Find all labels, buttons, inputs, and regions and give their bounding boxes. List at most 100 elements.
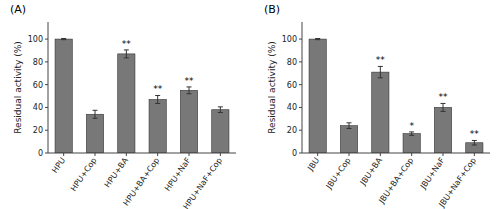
y-tick (299, 107, 302, 108)
y-tick (299, 84, 302, 85)
error-cap (409, 131, 414, 132)
plot-area (55, 39, 229, 153)
bar (372, 72, 389, 153)
x-tick (474, 153, 475, 156)
y-tick-label: 80 (287, 58, 297, 67)
panel-label: (B) (264, 3, 280, 16)
error-bar (93, 110, 98, 118)
error-cap (441, 103, 446, 104)
error-bar (347, 123, 352, 129)
error-cap (218, 106, 223, 107)
significance-label: ** (376, 55, 386, 65)
x-tick-label: JBU+BA+Cop (377, 156, 416, 206)
error-cap (218, 112, 223, 113)
x-tick (95, 153, 96, 156)
error-cap (124, 49, 129, 50)
y-tick (299, 130, 302, 131)
x-tick (189, 153, 190, 156)
bar (434, 107, 451, 153)
x-tick-label: HPU+BA (103, 156, 130, 190)
x-axis-line (48, 153, 236, 154)
error-line (443, 103, 444, 111)
bar (118, 54, 135, 153)
x-tick (349, 153, 350, 156)
bar (149, 99, 166, 153)
plot-area (309, 39, 483, 153)
error-cap (187, 86, 192, 87)
error-line (380, 66, 381, 77)
error-cap (441, 111, 446, 112)
significance-label: ** (122, 39, 132, 49)
error-cap (347, 128, 352, 129)
x-tick-label: HPU+BA+Cop (121, 156, 161, 208)
y-tick-label: 40 (287, 103, 297, 112)
bar (86, 114, 103, 153)
y-tick (299, 39, 302, 40)
y-axis-line (48, 22, 49, 153)
error-cap (155, 95, 160, 96)
x-tick (157, 153, 158, 156)
error-bar (441, 103, 446, 111)
y-tick (45, 61, 48, 62)
y-tick-label: 20 (287, 126, 297, 135)
error-bar (409, 132, 414, 135)
y-axis-label: Residual activity (%) (13, 41, 23, 133)
y-tick-label: 100 (282, 35, 297, 44)
y-tick (45, 84, 48, 85)
x-tick (443, 153, 444, 156)
bar (212, 110, 229, 153)
error-cap (124, 57, 129, 58)
error-line (220, 107, 221, 113)
error-bar (315, 39, 320, 40)
x-tick-label: JBU+NaF (418, 156, 447, 192)
error-cap (472, 140, 477, 141)
y-tick-label: 40 (33, 103, 43, 112)
y-tick-label: 0 (38, 149, 43, 158)
error-line (349, 123, 350, 129)
significance-label: ** (185, 76, 195, 86)
significance-label: ** (153, 84, 163, 94)
x-tick-label: HPU+NaF (163, 156, 193, 193)
error-bar (187, 87, 192, 94)
y-tick-label: 60 (287, 81, 297, 90)
error-bar (61, 39, 66, 40)
x-axis-line (302, 153, 490, 154)
error-cap (315, 39, 320, 40)
x-tick (411, 153, 412, 156)
error-cap (187, 93, 192, 94)
bar (55, 39, 72, 153)
error-bar (378, 66, 383, 77)
error-line (126, 50, 127, 58)
bar (309, 39, 326, 153)
x-tick (380, 153, 381, 156)
y-tick (45, 153, 48, 154)
y-tick-label: 0 (292, 149, 297, 158)
error-line (474, 140, 475, 145)
y-axis-label: Residual activity (%) (267, 41, 277, 133)
y-tick (45, 107, 48, 108)
x-tick (317, 153, 318, 156)
x-tick-label: HPU (50, 156, 67, 175)
error-cap (472, 145, 477, 146)
error-cap (378, 77, 383, 78)
y-tick (299, 61, 302, 62)
error-bar (472, 140, 477, 145)
error-cap (61, 38, 66, 39)
x-tick (220, 153, 221, 156)
x-tick-label: JBU+NaF+Cop (437, 156, 478, 209)
error-bar (218, 107, 223, 113)
x-tick-label: JBU+Cop (324, 156, 353, 191)
chart: ** ** ** 0 20 40 60 80 100 HPUHPU+CopHPU+BAHPU+BA… (0, 0, 500, 209)
error-cap (315, 38, 320, 39)
x-tick-label: HPU+Cop (69, 156, 99, 193)
error-line (95, 110, 96, 118)
y-tick-label: 60 (33, 81, 43, 90)
significance-label: ** (470, 129, 480, 139)
y-tick (45, 130, 48, 131)
error-cap (61, 39, 66, 40)
significance-label: * (409, 121, 414, 131)
error-cap (93, 110, 98, 111)
panel: ******020406080100HPUHPU+CopHPU+BAHPU+BA… (10, 3, 236, 209)
error-line (157, 95, 158, 103)
y-tick-label: 20 (33, 126, 43, 135)
